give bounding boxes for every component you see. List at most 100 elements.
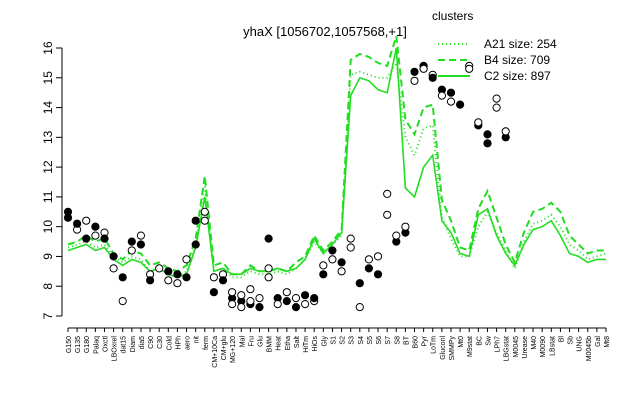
data-point [246,297,255,306]
data-point [337,267,346,276]
x-tick-label: LoTm [431,336,438,354]
data-point [364,264,373,273]
x-tick-label: Bl [558,336,565,343]
y-tick-label: 7 [41,312,55,319]
data-point [91,231,100,240]
data-point [182,255,191,264]
x-tick-label: M40 [531,336,538,350]
data-point [364,255,373,264]
x-tick-label: Gluconl [440,336,447,360]
data-point [255,303,264,312]
data-point [355,303,364,312]
x-tick-label: S1 [330,336,337,345]
data-point [319,270,328,279]
series-line-dotted [67,59,607,279]
data-point [164,267,173,276]
x-tick-label: B60 [413,336,420,349]
x-tick-label: LBGstat [504,336,511,361]
data-point [264,234,273,243]
data-point [428,73,437,82]
x-tick-label: M0045b [586,336,593,361]
data-point [173,270,182,279]
y-tick-label: 10 [41,220,55,234]
legend-label-c2: C2 size: 897 [484,69,551,83]
x-tick-label: CM+glu [221,336,228,360]
x-tick-label: C30 [157,336,164,349]
y-tick-label: 15 [41,71,55,85]
data-point [383,189,392,198]
data-point [310,294,319,303]
x-tick-label: BT [403,335,410,345]
data-point [291,303,301,312]
data-point [501,127,510,136]
x-tick-label: M0045 [513,336,520,358]
x-tick-label: BMM [267,336,274,353]
data-point [446,97,456,106]
x-tick-label: dia5 [139,336,146,349]
data-point [237,303,246,312]
x-tick-label: HiOs [312,336,319,352]
data-point [264,273,273,282]
x-tick-label: HiTm [303,336,310,353]
x-tick-label: Urease [522,336,529,359]
data-point [82,234,91,243]
data-point [146,276,155,285]
data-point [483,139,492,148]
data-point [483,130,492,139]
data-point [401,222,410,231]
data-point [191,240,200,249]
x-tick-label: S3 [349,336,356,345]
data-point [73,219,82,228]
x-tick-label: Sb [568,336,575,345]
data-point [136,231,145,240]
x-tick-label: S2 [340,336,347,345]
x-tick-label: CM+10Ca [212,336,219,368]
data-point [474,118,483,127]
x-tick-label: G180 [84,336,91,353]
x-tick-label: Mt8 [604,336,611,348]
data-point [209,273,218,282]
data-point [328,246,337,255]
x-tick-label: Mal [239,336,246,348]
x-tick-label: dat15 [121,336,128,354]
data-point [355,279,364,288]
data-point [465,64,474,73]
y-tick-label: 8 [41,283,55,290]
x-tick-label: Mt0 [458,336,465,348]
data-point [82,216,91,225]
data-point [410,76,419,85]
y-tick-label: 16 [41,41,55,55]
data-point [419,64,428,73]
x-tick-label: S5 [367,336,374,345]
data-point [109,252,118,261]
data-point [209,288,218,297]
data-point [328,255,337,264]
data-point [228,288,237,297]
data-point [282,297,291,306]
data-point [127,237,136,246]
data-point [346,243,355,252]
chart-title: yhaX [1056702,1057568,+1] [243,24,407,39]
data-point [446,88,456,97]
x-tick-label: S6 [376,336,383,345]
data-point [337,258,346,267]
x-tick-label: Palaq [93,336,100,354]
data-point [319,261,328,270]
x-tick-label: ferm [203,336,210,350]
x-tick-label: nit [194,336,201,343]
x-tick-label: S4 [358,336,365,345]
x-tick-label: LPh7 [495,336,502,352]
x-tick-label: Sw [485,335,492,346]
y-tick-label: 14 [41,101,55,115]
x-tick-label: M0090 [540,336,547,358]
y-tick-label: 11 [41,190,55,203]
data-point [118,273,127,282]
data-point [346,234,355,243]
x-tick-label: G150 [66,336,73,353]
data-point [200,216,209,225]
x-tick-label: S8 [394,336,401,345]
x-tick-label: LBstat [549,336,556,356]
x-tick-label: Pyr [422,335,429,346]
x-tick-label: LBOxrel [112,336,119,362]
